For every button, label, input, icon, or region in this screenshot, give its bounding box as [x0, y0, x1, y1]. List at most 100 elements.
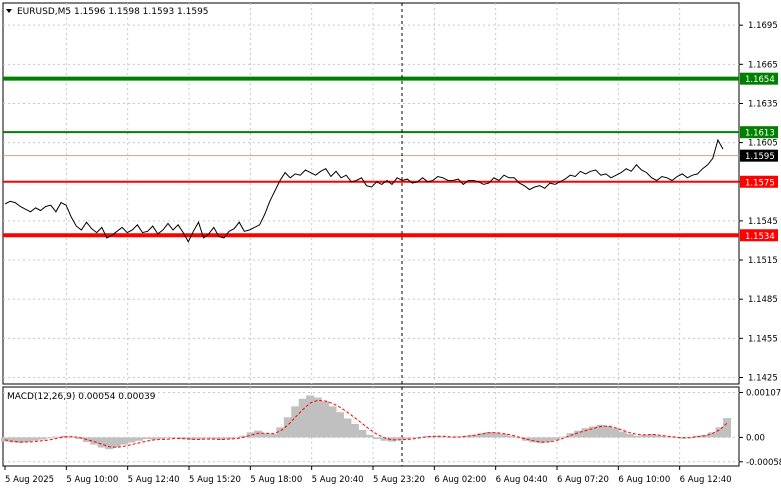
macd-histogram-bar	[663, 436, 672, 438]
macd-histogram-bar	[655, 435, 665, 438]
price-tick-label: 1.1635	[748, 99, 778, 109]
price-tick-label: 1.1485	[748, 295, 778, 305]
macd-histogram-bar	[142, 437, 151, 440]
macd-histogram-bar	[261, 433, 270, 438]
price-gridlines	[3, 3, 739, 384]
macd-signal-line	[4, 399, 728, 449]
macd-histogram-bar	[239, 435, 248, 438]
macd-histogram-bar	[15, 437, 24, 443]
price-level-lines	[3, 76, 739, 238]
macd-histogram-bar	[365, 434, 374, 438]
macd-histogram-bar	[187, 437, 196, 440]
macd-histogram	[0, 395, 732, 450]
macd-histogram-bar	[641, 434, 650, 438]
price-level-badge-label: 1.1534	[745, 232, 775, 242]
macd-histogram-bar	[97, 437, 106, 448]
macd-histogram-bar	[529, 437, 538, 443]
macd-histogram-bar	[157, 437, 166, 440]
macd-histogram-bar	[313, 397, 322, 438]
macd-histogram-bar	[120, 437, 129, 445]
time-axis-ticks: 5 Aug 2025 5 Aug 10:00 5 Aug 12:40 5 Aug 15…	[4, 466, 732, 485]
macd-histogram-bar	[90, 437, 99, 445]
macd-histogram-bar	[373, 437, 382, 440]
price-panel-frame	[2, 2, 740, 385]
macd-histogram-bar	[343, 418, 352, 438]
macd-histogram-bar	[216, 437, 225, 440]
macd-histogram-bar	[105, 437, 114, 450]
macd-panel: 0.00107 0.00 -0.00058 MACD(12,26,9) 0.0005…	[0, 386, 781, 468]
macd-histogram-bar	[462, 435, 471, 438]
macd-histogram-bar	[432, 435, 441, 438]
macd-histogram-bar	[0, 437, 10, 442]
price-tick-label: 1.1545	[748, 217, 778, 227]
price-tick-label: 1.1605	[748, 139, 778, 149]
price-level-badge	[740, 149, 778, 162]
price-tick-label: 1.1665	[748, 60, 778, 70]
macd-histogram-bar	[283, 417, 292, 438]
macd-histogram-bar	[417, 437, 426, 438]
price-tick-label: 1.1455	[748, 334, 778, 344]
macd-histogram-bar	[8, 437, 17, 443]
macd-title: MACD(12,26,9) 0.00054 0.00039	[7, 392, 156, 402]
chart-title: EURUSD,M5 1.1596 1.1598 1.1593 1.1595	[17, 7, 209, 17]
macd-histogram-bar	[112, 437, 121, 448]
macd-histogram-bar	[328, 406, 337, 438]
macd-histogram-bar	[388, 437, 397, 442]
macd-histogram-bar	[172, 437, 181, 438]
macd-histogram-bar	[633, 435, 642, 438]
macd-gridlines	[3, 387, 739, 466]
macd-histogram-bar	[246, 432, 255, 438]
macd-histogram-bar	[254, 430, 263, 438]
macd-histogram-bar	[603, 425, 612, 438]
macd-histogram-bar	[291, 406, 300, 438]
time-tick-label: 5 Aug 23:20	[373, 475, 425, 485]
time-tick-label: 6 Aug 04:40	[496, 475, 548, 485]
macd-histogram-bar	[581, 428, 590, 438]
price-level-badge	[740, 229, 778, 242]
macd-tick-label: -0.00058	[746, 458, 781, 468]
macd-histogram-bar	[45, 437, 54, 439]
macd-histogram-bar	[492, 432, 501, 438]
time-tick-label: 5 Aug 12:40	[128, 475, 180, 485]
price-tick-label: 1.1515	[748, 256, 778, 266]
time-tick-label: 6 Aug 07:20	[557, 475, 609, 485]
symbol-menu-triangle-icon[interactable]	[6, 9, 12, 13]
macd-tick-label: 0.00	[746, 433, 765, 443]
time-tick-label: 5 Aug 18:00	[250, 475, 302, 485]
macd-histogram-bar	[201, 437, 210, 439]
macd-panel-frame	[2, 386, 740, 467]
macd-histogram-bar	[447, 437, 456, 438]
macd-histogram-bar	[588, 426, 598, 438]
macd-histogram-bar	[75, 437, 84, 440]
time-tick-label: 5 Aug 15:20	[189, 475, 241, 485]
macd-histogram-bar	[559, 436, 568, 438]
macd-histogram-bar	[298, 398, 307, 438]
macd-histogram-bar	[224, 437, 233, 440]
price-level-badge	[740, 72, 778, 85]
time-tick-label: 6 Aug 02:00	[434, 475, 486, 485]
macd-histogram-bar	[149, 437, 158, 440]
macd-histogram-bar	[469, 434, 478, 438]
macd-histogram-bar	[484, 431, 493, 438]
macd-histogram-bar	[410, 437, 419, 439]
price-level-badge	[740, 126, 778, 139]
time-tick-label: 5 Aug 20:40	[312, 475, 364, 485]
macd-histogram-bar	[693, 435, 702, 438]
macd-histogram-bar	[574, 430, 583, 438]
macd-tick-label: 0.00107	[746, 388, 781, 398]
price-level-badge-label: 1.1575	[745, 178, 775, 188]
macd-histogram-bar	[350, 423, 359, 438]
price-level-labels: 1.1654 1.1613 1.1595 1.1575 1.1534	[740, 72, 778, 242]
time-tick-label: 6 Aug 12:40	[680, 475, 732, 485]
price-level-badge-label: 1.1654	[745, 75, 775, 85]
macd-histogram-bar	[23, 437, 32, 443]
macd-histogram-bar	[708, 432, 717, 438]
macd-histogram-bar	[402, 437, 411, 440]
macd-histogram-bar	[53, 436, 62, 438]
macd-histogram-bar	[194, 437, 203, 440]
macd-histogram-bar	[514, 437, 523, 439]
macd-histogram-bar	[544, 437, 553, 443]
macd-histogram-bar	[306, 395, 315, 438]
macd-histogram-bar	[678, 437, 687, 439]
